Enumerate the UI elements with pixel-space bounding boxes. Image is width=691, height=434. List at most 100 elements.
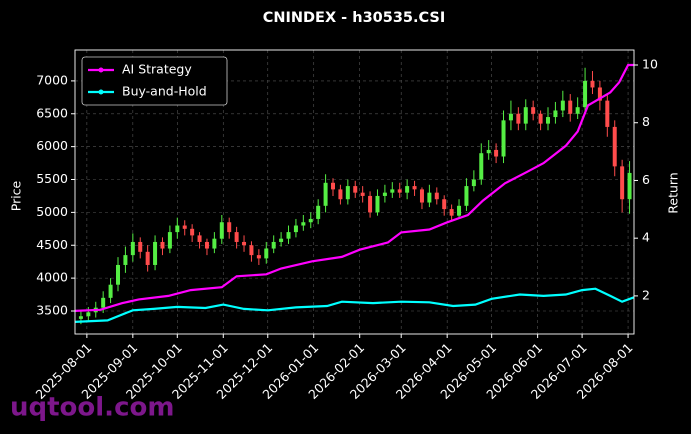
candle-body [123,255,128,265]
candle-body [101,297,106,308]
candle-body [234,232,239,242]
y-tick-label: 6000 [36,138,68,153]
candle-body [471,179,476,187]
candle-body [145,251,150,265]
candle-body [620,166,625,200]
candle-body [227,222,232,233]
candle-body [242,241,247,246]
legend-marker [98,89,104,95]
y2-tick-label: 6 [642,172,650,187]
candle-body [212,238,217,249]
candle-body [108,284,113,298]
candle-body [256,255,261,259]
candle-body [116,264,120,285]
candle-body [553,110,558,118]
candle-body [434,192,439,200]
y-axis-label: Price [9,180,24,211]
candle-body [249,245,254,256]
candle-body [405,186,410,193]
candle-body [501,120,506,157]
series-line [74,287,635,323]
candle-body [368,195,373,213]
candle-body [308,218,313,223]
y-tick-label: 5500 [36,171,68,186]
candle-body [338,189,343,200]
chart-title: CNINDEX - h30535.CSI [263,10,446,26]
candle-body [575,107,580,114]
candle-body [197,235,202,242]
legend-label: AI Strategy [122,62,192,77]
candle-body [190,228,195,236]
legend-box [81,56,228,106]
plot-frame [74,49,635,335]
candle-body [590,80,595,88]
candle-body [130,241,135,256]
candle-body [479,153,484,180]
y-tick-label: 7000 [36,72,68,87]
candle-body [301,222,306,226]
candle-body [167,232,172,249]
candle-body [323,182,328,206]
candle-body [279,238,284,242]
candle-body [516,113,521,124]
candle-body [360,192,365,196]
candle-body [160,241,165,249]
candle-body [508,113,513,121]
candle-body [419,189,424,203]
legend-marker [98,67,104,73]
candle-body [449,209,454,216]
candle-body [627,172,632,200]
y2-tick-label: 10 [642,57,658,72]
y2-tick-label: 2 [642,287,650,302]
y2-tick-label: 4 [642,230,650,245]
candle-body [78,316,83,319]
candle-body [375,195,380,213]
candle-body [538,113,543,124]
candle-body [427,192,432,203]
y-tick-label: 4000 [36,270,68,285]
candle-body [271,241,276,249]
candle-body [293,225,298,233]
candle-body [568,100,573,114]
candle-body [412,186,417,190]
candle-body [464,186,469,206]
candle-body [457,205,462,216]
candle-body [345,186,350,200]
candle-body [182,225,187,229]
candle-body [204,241,209,249]
candle-body [382,192,387,196]
candle-body [138,241,143,252]
candle-body [153,241,158,265]
candle-body [531,107,536,114]
y2-tick-label: 8 [642,114,650,129]
candle-body [219,222,224,239]
candle-body [316,205,321,219]
candle-body [442,199,447,210]
candle-body [86,312,91,317]
candle-body [264,248,269,259]
candle-body [605,100,610,127]
legend-label: Buy-and-Hold [122,84,207,99]
series-line [74,63,634,312]
candle-body [175,225,180,233]
candle-body [286,232,291,239]
y-tick-label: 3500 [36,302,68,317]
candle-body [597,87,602,101]
y2-axis-label: Return [666,172,681,213]
candle-body [560,100,565,111]
y-tick-label: 6500 [36,105,68,120]
candle-body [390,189,395,193]
candle-body [331,182,335,190]
candle-body [353,186,358,193]
watermark: uqtool.com [10,393,174,423]
candle-body [546,117,550,124]
y-tick-label: 4500 [36,237,68,252]
candle-body [397,189,402,193]
y-tick-label: 5000 [36,204,68,219]
candle-body [612,126,617,167]
candle-body [486,149,491,154]
candle-body [494,149,499,157]
candle-body [583,80,588,108]
candle-body [523,107,528,124]
